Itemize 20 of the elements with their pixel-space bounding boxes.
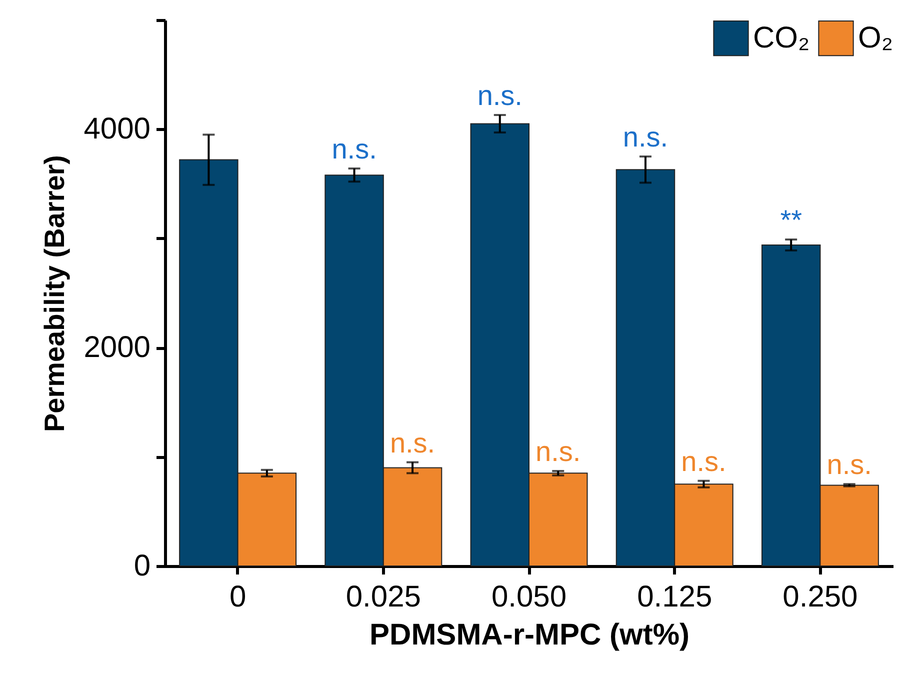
x-tick-label: 0 (229, 580, 246, 614)
annotation: n.s. (332, 134, 377, 165)
x-tick-label: 0.025 (346, 580, 421, 614)
annotation: n.s. (390, 427, 436, 458)
annotation: n.s. (681, 446, 726, 477)
legend-label: O₂ (858, 21, 893, 54)
x-tick-label: 0.125 (637, 580, 712, 614)
y-axis-title: Permeability (Barrer) (38, 154, 70, 432)
x-tick-label: 0.050 (491, 580, 567, 614)
y-tick-label: 2000 (84, 331, 150, 364)
y-tick-label: 4000 (84, 112, 150, 146)
annotation: n.s. (477, 80, 522, 112)
legend-label: CO₂ (753, 21, 810, 54)
x-tick-label: 0.250 (782, 580, 858, 614)
y-tick-label: 0 (134, 550, 150, 582)
annotation: n.s. (536, 436, 581, 467)
annotation: n.s. (826, 449, 872, 480)
annotation: n.s. (622, 122, 668, 152)
x-axis-title: PDMSMA-r-MPC (wt%) (370, 618, 690, 652)
annotation: ** (780, 204, 802, 236)
